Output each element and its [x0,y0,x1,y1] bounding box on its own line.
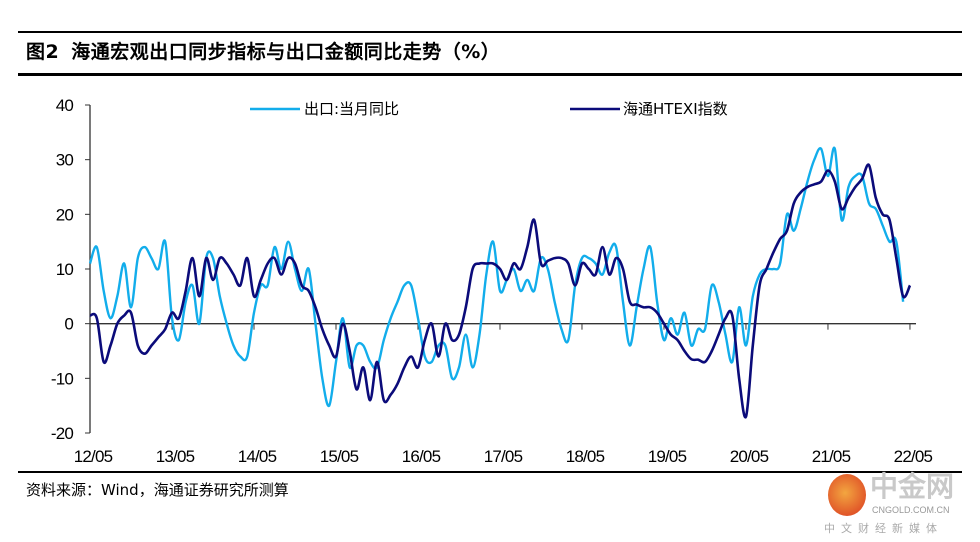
x-tick-label: 17/05 [484,447,523,466]
watermark-domain: CNGOLD.COM.CN [872,505,950,515]
x-tick-label: 21/05 [812,447,851,466]
y-tick-label: -20 [51,424,74,443]
legend: 出口:当月同比 海通HTEXI指数 [250,100,728,118]
y-tick-label: 30 [56,151,74,170]
x-tick-label: 13/05 [156,447,195,466]
y-tick-label: 0 [64,315,73,334]
x-tick-label: 15/05 [320,447,359,466]
watermark: 中金网 CNGOLD.COM.CN 中文财经新媒体 [820,472,975,542]
x-tick-label: 14/05 [238,447,277,466]
y-tick-label: 20 [56,205,74,224]
figure-title-text: 海通宏观出口同步指标与出口金额同比走势（%） [71,41,501,63]
y-tick-label: -10 [51,369,74,388]
x-tick-label: 18/05 [566,447,605,466]
title-top-rule [18,31,962,33]
y-tick-label: 10 [56,260,74,279]
x-tick-label: 16/05 [402,447,441,466]
legend-label-export-yoy: 出口:当月同比 [304,100,399,118]
source-note: 资料来源：Wind，海通证券研究所测算 [26,481,289,499]
legend-label-htexi: 海通HTEXI指数 [623,100,728,118]
watermark-tagline: 中文财经新媒体 [824,522,943,535]
x-tick-label: 19/05 [648,447,687,466]
footer-rule [18,471,962,473]
figure-title: 图2 海通宏观出口同步指标与出口金额同比走势（%） [26,40,500,64]
x-tick-label: 20/05 [730,447,769,466]
watermark-brand: 中金网 [870,470,955,503]
figure-number: 图2 [26,41,60,63]
y-tick-label: 40 [56,96,74,115]
x-tick-label: 12/05 [74,447,113,466]
watermark-logo-icon [828,474,866,516]
title-bottom-rule [18,73,962,76]
series-lines [88,146,912,419]
x-tick-label: 22/05 [894,447,933,466]
